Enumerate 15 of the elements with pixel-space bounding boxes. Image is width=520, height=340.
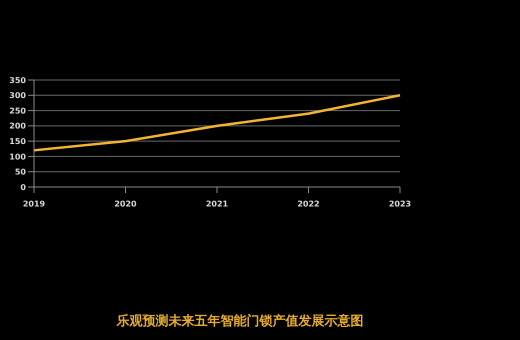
- y-tick-label: 350: [9, 76, 26, 85]
- text: 乐观预测未来五年智能门锁产值发展示意图: [116, 312, 364, 330]
- y-tick-label: 0: [20, 182, 26, 192]
- x-tick-label: 2021: [206, 200, 229, 209]
- x-tick-label: 2019: [22, 200, 46, 209]
- y-tick-label: 200: [9, 122, 26, 131]
- line-series: [32, 94, 402, 152]
- x-tick-label: 2023: [388, 200, 412, 209]
- x-tick-label: 2022: [297, 200, 320, 209]
- y-tick-label: 300: [9, 91, 26, 100]
- x-tick-label: 2020: [114, 200, 138, 209]
- y-tick-label: 50: [14, 168, 26, 177]
- y-tick-label: 100: [9, 152, 26, 162]
- y-tick-label: 150: [9, 136, 26, 146]
- y-tick-label: 250: [9, 106, 26, 116]
